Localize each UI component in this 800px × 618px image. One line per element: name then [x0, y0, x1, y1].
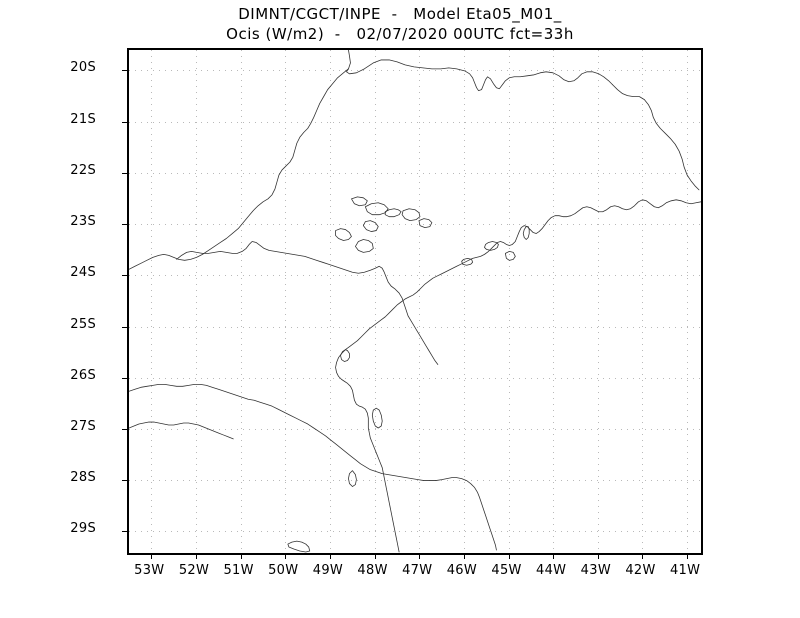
coastline-guanabara-bay — [522, 226, 530, 240]
x-axis-tick-label: 44W — [536, 563, 567, 578]
coastline-rio-grande-bar — [287, 540, 311, 553]
x-axis-tick — [329, 553, 331, 559]
x-axis-tick — [285, 553, 287, 559]
y-axis-tick — [122, 377, 129, 379]
y-axis-tick-label: 23S — [70, 214, 96, 230]
coastline-paranagua-bay — [340, 349, 350, 362]
y-axis-tick-label: 20S — [70, 60, 96, 76]
x-axis-tick-label: 41W — [669, 563, 701, 578]
border-mg-es — [612, 84, 700, 191]
y-axis-tick-label: 28S — [70, 470, 96, 486]
y-axis-tick-label: 29S — [70, 521, 96, 537]
x-axis-tick-label: 48W — [357, 563, 388, 578]
x-axis-tick — [553, 553, 555, 559]
y-axis-tick — [122, 172, 129, 174]
x-axis-tick-label: 49W — [312, 563, 344, 578]
border-sp-ms-west — [129, 68, 349, 270]
border-sc-rs — [129, 421, 234, 440]
reservoir-small-east — [418, 218, 433, 228]
reservoir-furnas-west — [364, 202, 389, 216]
reservoir-south-cluster — [355, 239, 374, 253]
y-axis-tick-label: 24S — [70, 265, 96, 281]
x-axis-tick — [508, 553, 510, 559]
x-axis-tick — [463, 553, 465, 559]
map-plot-area — [122, 48, 703, 559]
border-pr-sc — [129, 383, 497, 551]
x-axis-tick-label: 45W — [491, 563, 522, 578]
border-sp-pr — [176, 241, 439, 365]
reservoir-tres-marias-area — [335, 228, 352, 241]
y-axis-tick — [122, 326, 129, 328]
y-axis-tick — [122, 480, 129, 482]
chart-title-line-2: Ocis (W/m2) - 02/07/2020 00UTC fct=33h — [226, 25, 574, 43]
x-axis-tick — [597, 553, 599, 559]
x-axis-tick — [240, 553, 242, 559]
reservoir-marimbondo — [362, 220, 379, 232]
x-axis-tick-label: 51W — [223, 563, 254, 578]
x-axis-tick — [374, 553, 376, 559]
map-geography — [129, 50, 701, 553]
coastline-atlantic — [335, 199, 701, 553]
y-axis-tick — [122, 70, 129, 72]
reservoir-isolated-east — [504, 251, 516, 261]
x-axis-tick-label: 52W — [178, 563, 210, 578]
x-axis-tick-label: 46W — [446, 563, 478, 578]
reservoir-ilha-solteira — [384, 208, 402, 218]
chart-title-block: DIMNT/CGCT/INPE - Model Eta05_M01_ Ocis … — [0, 4, 800, 44]
x-axis-tick — [687, 553, 689, 559]
x-axis-tick — [642, 553, 644, 559]
y-axis-tick — [122, 224, 129, 226]
x-axis-tick — [195, 553, 197, 559]
island-ilha-grande — [484, 241, 499, 251]
island-santa-catarina — [371, 407, 383, 429]
reservoir-furnas-east — [401, 208, 421, 222]
x-axis-tick-label: 42W — [625, 563, 656, 578]
x-axis-tick-label: 47W — [402, 563, 433, 578]
chart-title-line-1: DIMNT/CGCT/INPE - Model Eta05_M01_ — [238, 5, 562, 23]
y-axis-tick-label: 27S — [70, 418, 96, 434]
x-axis-tick — [419, 553, 421, 559]
y-axis-tick-label: 25S — [70, 316, 96, 332]
y-axis-tick — [122, 428, 129, 430]
x-axis-tick-label: 53W — [134, 563, 165, 578]
border-sp-mg-north — [346, 50, 614, 92]
x-axis-tick — [151, 553, 153, 559]
lagoon-lagoa-dos-patos — [348, 470, 357, 487]
reservoir-tiete — [351, 196, 368, 207]
x-axis-tick-label: 50W — [268, 563, 299, 578]
y-axis-tick — [122, 531, 129, 533]
island-sao-sebastiao — [461, 257, 473, 266]
y-axis-tick-label: 22S — [70, 162, 96, 178]
y-axis-tick-label: 26S — [70, 367, 96, 383]
y-axis-tick — [122, 275, 129, 277]
y-axis-tick — [122, 121, 129, 123]
y-axis-tick-label: 21S — [70, 111, 96, 127]
x-axis-tick-label: 43W — [580, 563, 611, 578]
